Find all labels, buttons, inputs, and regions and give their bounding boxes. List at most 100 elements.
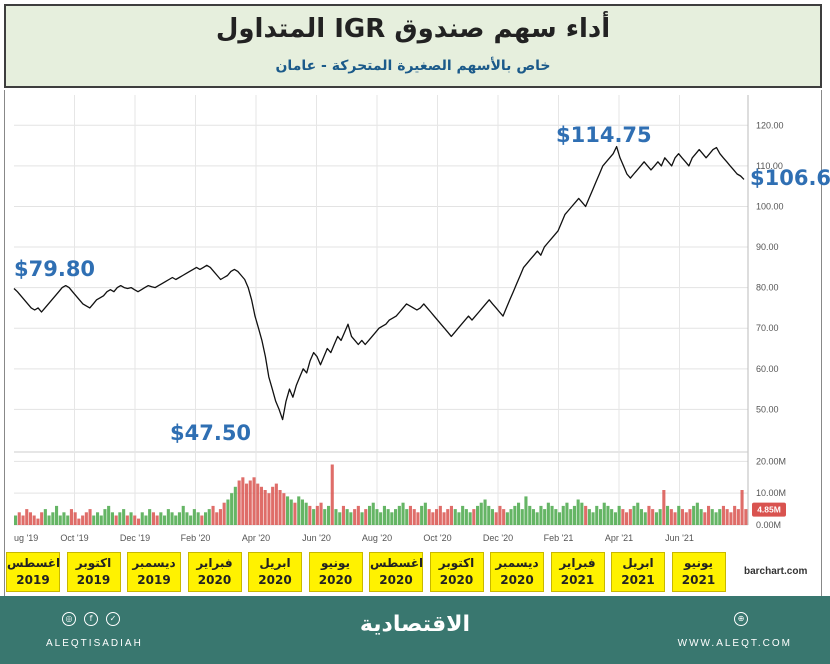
- volume-bar: [379, 512, 383, 525]
- volume-bar: [595, 505, 599, 525]
- month-label-box: يونيو 2021: [671, 552, 726, 592]
- volume-bar: [129, 512, 133, 525]
- volume-bar: [308, 505, 312, 525]
- volume-bar: [617, 505, 621, 525]
- volume-bar: [461, 505, 465, 525]
- volume-bar: [535, 512, 539, 525]
- volume-bar: [103, 509, 107, 525]
- volume-bar: [606, 505, 610, 525]
- month-year: 2019: [76, 573, 111, 587]
- volume-bar: [572, 505, 576, 525]
- volume-bar: [643, 512, 647, 525]
- volume-bar: [386, 509, 390, 525]
- volume-bar: [140, 512, 144, 525]
- volume-bar: [28, 512, 32, 525]
- volume-bar: [73, 512, 77, 525]
- volume-bar: [99, 515, 103, 525]
- month-label-box: ابريل 2020: [248, 552, 302, 592]
- month-year: 2020: [318, 573, 353, 587]
- volume-bar: [599, 509, 603, 525]
- volume-bar: [96, 512, 100, 525]
- volume-bar: [36, 518, 40, 525]
- volume-bar: [282, 493, 286, 525]
- volume-bar: [125, 515, 129, 525]
- volume-bar: [520, 509, 524, 525]
- social-handle[interactable]: ALEQTISADIAH: [46, 638, 143, 649]
- volume-bar: [718, 509, 722, 525]
- volume-bar: [159, 512, 163, 525]
- instagram-icon[interactable]: ◎: [62, 612, 76, 626]
- volume-bar: [431, 512, 435, 525]
- volume-bar: [345, 509, 349, 525]
- volume-bar: [476, 505, 480, 525]
- volume-bar: [185, 512, 189, 525]
- volume-bar: [412, 509, 416, 525]
- volume-bar: [457, 512, 461, 525]
- page-title: أداء سهم صندوق IGR المتداول: [215, 14, 611, 44]
- volume-bar: [647, 505, 651, 525]
- volume-bar: [88, 509, 92, 525]
- volume-bar: [319, 502, 323, 525]
- volume-bar: [479, 502, 483, 525]
- volume-bar: [446, 509, 450, 525]
- volume-bar: [710, 509, 714, 525]
- month-year: 2021: [681, 573, 716, 587]
- volume-bar: [505, 512, 509, 525]
- volume-bar: [107, 505, 111, 525]
- volume-bar: [658, 509, 662, 525]
- volume-bar: [177, 512, 181, 525]
- month-label-box: يونيو 2020: [308, 552, 363, 592]
- globe-icon: ⊕: [734, 612, 748, 626]
- volume-bar: [196, 512, 200, 525]
- x-tick-label: Dec '19: [120, 533, 150, 543]
- volume-bar: [554, 509, 558, 525]
- vol-tick-label: 20.00M: [756, 456, 786, 466]
- volume-bar: [382, 505, 386, 525]
- volume-bar: [502, 509, 506, 525]
- x-tick-label: Jun '21: [665, 533, 694, 543]
- volume-bar: [401, 502, 405, 525]
- volume-bar: [610, 509, 614, 525]
- volume-bar: [252, 477, 256, 525]
- volume-bar: [118, 512, 122, 525]
- volume-bar: [289, 499, 293, 525]
- y-tick-label: 70.00: [756, 323, 779, 333]
- volume-bar: [300, 499, 304, 525]
- volume-bar: [122, 509, 126, 525]
- x-tick-label: Oct '19: [60, 533, 88, 543]
- vol-tick-label: 0.00M: [756, 520, 781, 530]
- volume-bar: [330, 464, 334, 525]
- website-link[interactable]: WWW.ALEQT.COM: [677, 638, 792, 649]
- volume-bar: [472, 509, 476, 525]
- volume-bar: [390, 512, 394, 525]
- volume-bar: [703, 512, 707, 525]
- volume-bar: [181, 505, 185, 525]
- volume-bar: [420, 505, 424, 525]
- volume-bar: [137, 518, 141, 525]
- volume-bar: [576, 499, 580, 525]
- month-label-box: فبراير 2021: [550, 552, 605, 592]
- volume-bar: [442, 512, 446, 525]
- month-year: 2020: [379, 573, 413, 587]
- volume-bar: [81, 515, 85, 525]
- volume-bar: [51, 512, 55, 525]
- volume-bar: [729, 512, 733, 525]
- y-tick-label: 120.00: [756, 120, 784, 130]
- volume-bar: [654, 512, 658, 525]
- volume-bar: [464, 509, 468, 525]
- volume-bar: [677, 505, 681, 525]
- x-tick-label: Apr '20: [242, 533, 270, 543]
- volume-bar: [338, 512, 342, 525]
- volume-bar: [315, 505, 319, 525]
- volume-bar: [222, 502, 226, 525]
- month-name: ابريل: [259, 556, 291, 570]
- twitter-icon[interactable]: ✓: [106, 612, 120, 626]
- x-tick-label: Jun '20: [302, 533, 331, 543]
- facebook-icon[interactable]: f: [84, 612, 98, 626]
- month-name: ديسمبر: [495, 556, 539, 570]
- month-year: 2020: [258, 573, 292, 587]
- volume-bar: [84, 512, 88, 525]
- volume-bar: [204, 512, 208, 525]
- month-year: 2020: [439, 573, 474, 587]
- volume-bar: [207, 509, 211, 525]
